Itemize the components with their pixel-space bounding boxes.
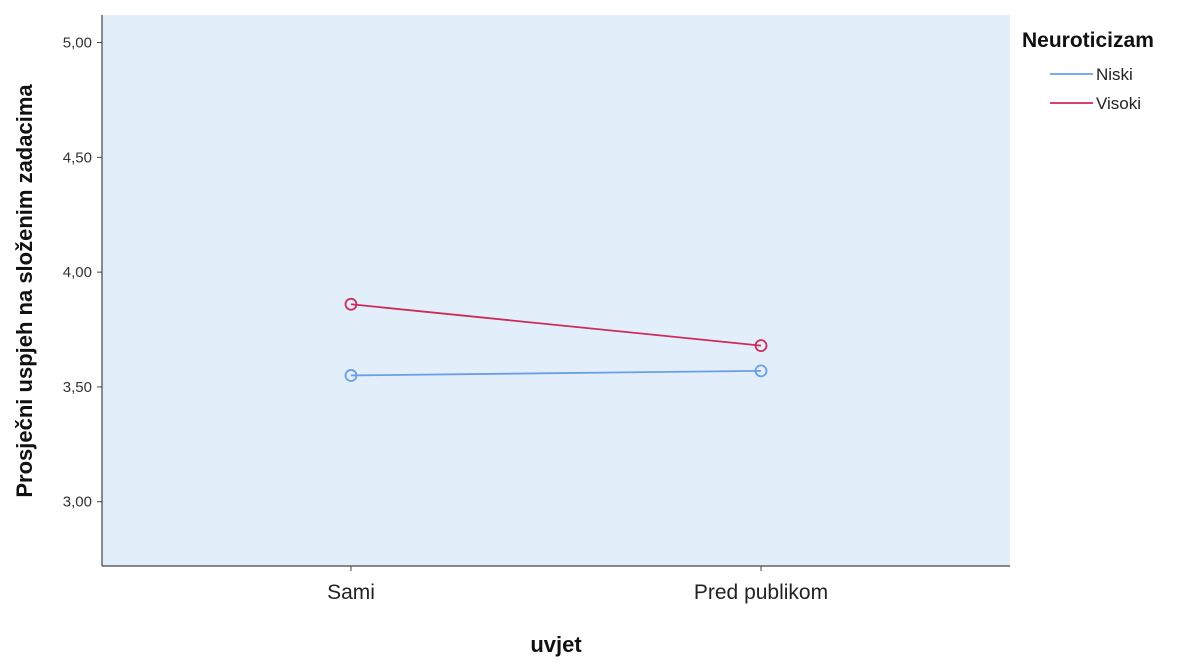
- y-tick-label: 4,50: [63, 149, 92, 166]
- plot-area: [102, 15, 1010, 566]
- legend-label: Visoki: [1096, 94, 1141, 113]
- data-point: [344, 369, 358, 382]
- series-layer: [344, 297, 768, 382]
- y-tick-label: 5,00: [63, 35, 92, 52]
- y-tick-label: 3,50: [63, 379, 92, 396]
- y-tick-label: 4,00: [63, 264, 92, 281]
- legend-label: Niski: [1096, 65, 1133, 84]
- y-axis-ticks: 3,00 3,50 4,00 4,50 5,00: [63, 35, 102, 511]
- x-tick-label: Sami: [327, 581, 375, 604]
- y-tick-label: 3,00: [63, 494, 92, 511]
- legend: Neuroticizam Niski Visoki: [1022, 29, 1154, 113]
- data-point: [754, 364, 768, 378]
- data-point: [344, 297, 358, 311]
- series-line: [350, 303, 762, 347]
- x-axis-ticks: Sami Pred publikom: [327, 566, 828, 604]
- x-axis-title: uvjet: [530, 632, 582, 657]
- series-line: [350, 369, 762, 377]
- data-point: [754, 339, 768, 353]
- legend-item-visoki: Visoki: [1050, 94, 1141, 113]
- series-niski: [344, 364, 768, 382]
- legend-title: Neuroticizam: [1022, 29, 1154, 52]
- legend-item-niski: Niski: [1050, 65, 1133, 84]
- series-visoki: [344, 297, 768, 353]
- x-tick-label: Pred publikom: [694, 581, 828, 604]
- y-axis-title: Prosječni uspjeh na složenim zadacima: [12, 84, 37, 498]
